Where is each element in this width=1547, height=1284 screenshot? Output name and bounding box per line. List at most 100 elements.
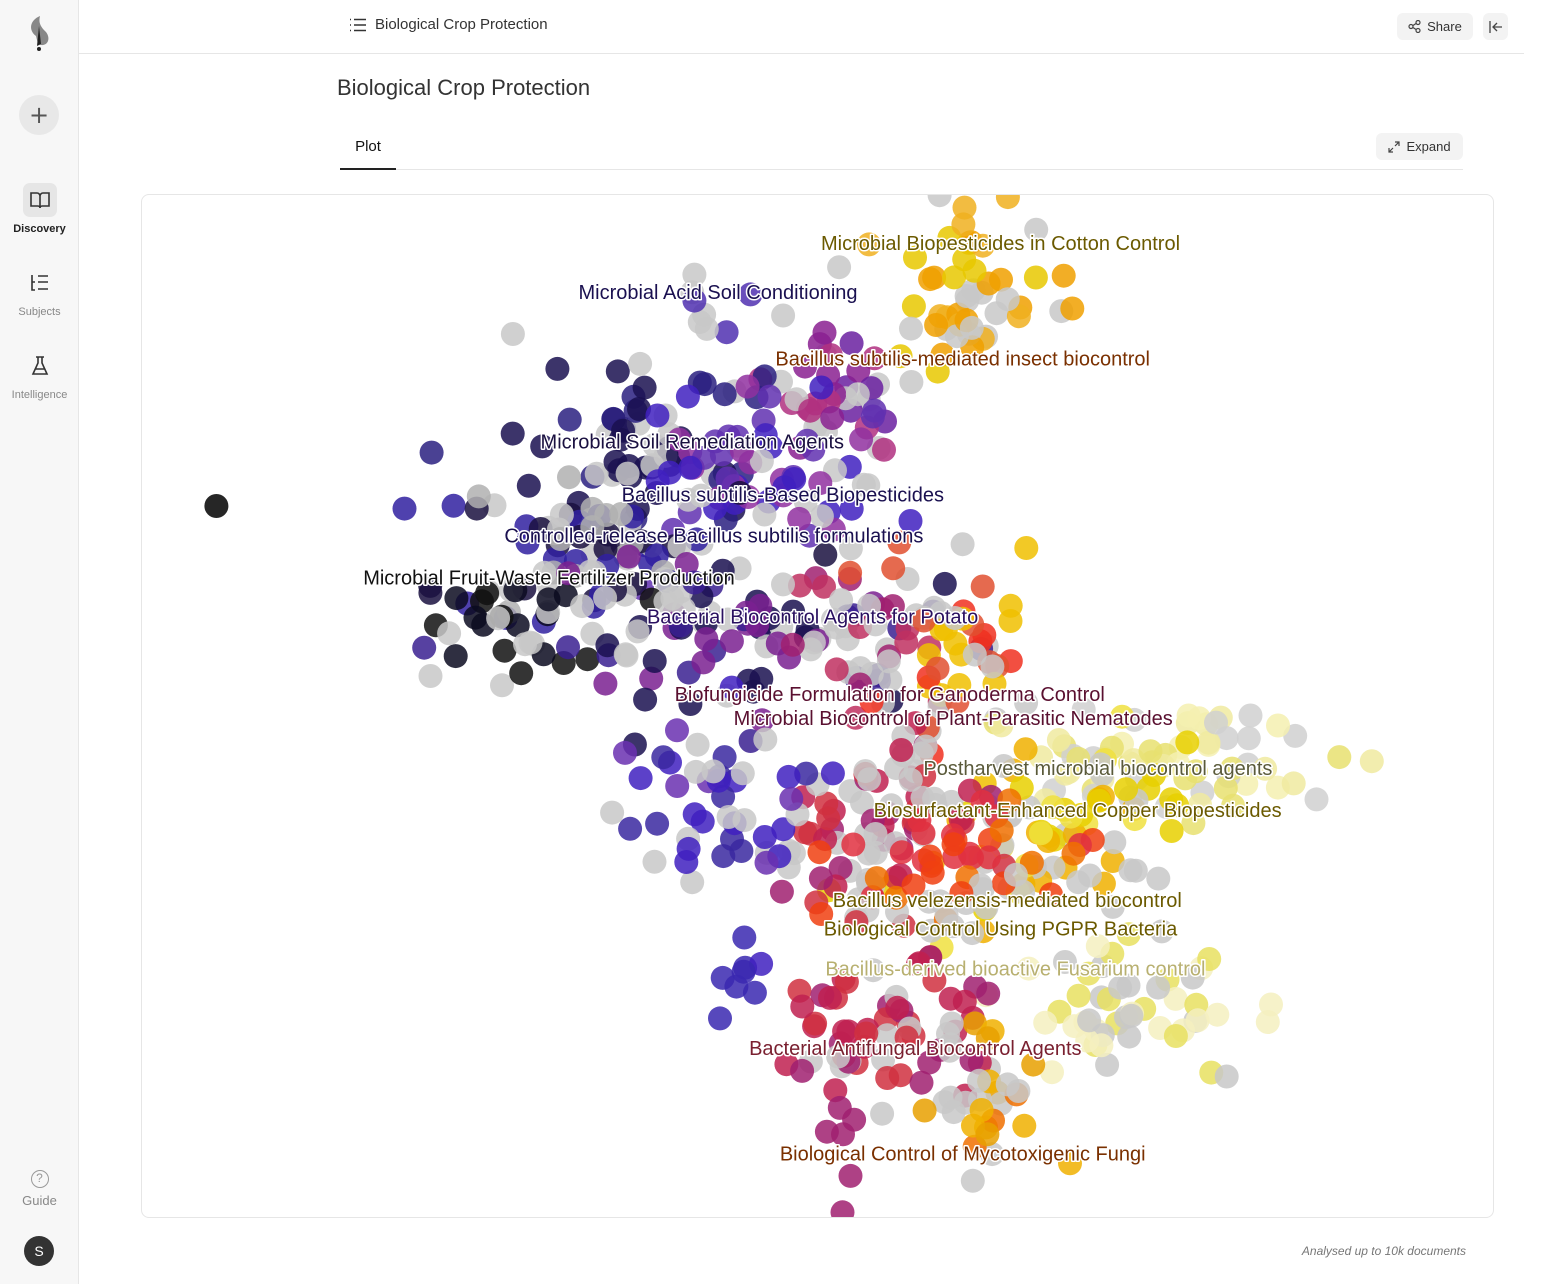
data-point[interactable]	[912, 1098, 937, 1123]
data-point[interactable]	[975, 1122, 1000, 1147]
data-point[interactable]	[959, 1048, 984, 1073]
data-point[interactable]	[682, 288, 707, 313]
share-button[interactable]: Share	[1397, 13, 1473, 40]
tab-plot[interactable]: Plot	[340, 133, 396, 170]
data-point[interactable]	[1060, 296, 1085, 321]
cluster-label[interactable]: Postharvest microbial biocontrol agents	[922, 756, 1274, 781]
data-point[interactable]	[952, 989, 977, 1014]
data-point[interactable]	[798, 398, 823, 423]
cluster-label[interactable]: Biological Control of Mycotoxigenic Fung…	[778, 1142, 1147, 1167]
data-point[interactable]	[821, 607, 845, 632]
data-point[interactable]	[861, 958, 886, 983]
data-point[interactable]	[907, 951, 932, 976]
data-point[interactable]	[1259, 992, 1283, 1017]
data-point[interactable]	[682, 262, 707, 287]
data-point[interactable]	[1013, 737, 1038, 762]
data-point[interactable]	[857, 232, 881, 257]
data-point[interactable]	[613, 642, 638, 667]
data-point[interactable]	[516, 473, 541, 498]
data-point[interactable]	[860, 404, 885, 429]
data-point[interactable]	[826, 1044, 851, 1069]
data-point[interactable]	[829, 588, 854, 613]
data-point[interactable]	[1122, 807, 1147, 832]
data-point[interactable]	[901, 294, 926, 319]
data-point-unlabeled[interactable]	[680, 870, 705, 895]
scatter-plot-svg[interactable]: Microbial Biopesticides in Cotton Contro…	[142, 195, 1494, 1218]
data-point[interactable]	[808, 866, 833, 891]
data-point[interactable]	[463, 605, 488, 630]
data-point[interactable]	[879, 793, 904, 818]
data-point[interactable]	[1108, 975, 1133, 1000]
data-point[interactable]	[942, 265, 967, 290]
data-point[interactable]	[843, 705, 868, 730]
data-point[interactable]	[441, 493, 466, 518]
data-point[interactable]	[863, 612, 888, 637]
data-point[interactable]	[809, 504, 834, 529]
data-point[interactable]	[937, 1038, 962, 1063]
data-point[interactable]	[1163, 986, 1188, 1011]
data-point[interactable]	[898, 509, 923, 533]
data-point[interactable]	[947, 673, 972, 697]
data-point[interactable]	[1281, 771, 1306, 796]
data-point-unlabeled[interactable]	[682, 802, 707, 827]
data-point[interactable]	[1236, 726, 1261, 751]
data-point-unlabeled[interactable]	[831, 1122, 855, 1147]
data-point[interactable]	[1046, 728, 1071, 752]
data-point[interactable]	[1185, 1008, 1210, 1033]
data-point[interactable]	[818, 985, 842, 1010]
data-point[interactable]	[950, 532, 975, 557]
cluster-label[interactable]: Controlled-release Bacillus subtilis for…	[503, 524, 925, 549]
data-point[interactable]	[962, 258, 987, 283]
data-point[interactable]	[824, 657, 849, 682]
data-point[interactable]	[916, 889, 941, 914]
data-point[interactable]	[594, 503, 619, 527]
data-point[interactable]	[500, 322, 525, 346]
data-point[interactable]	[486, 606, 511, 631]
data-point[interactable]	[808, 471, 833, 496]
data-point-unlabeled[interactable]	[600, 800, 625, 825]
data-point[interactable]	[809, 375, 834, 400]
data-point[interactable]	[922, 968, 947, 993]
data-point[interactable]	[1058, 804, 1083, 829]
data-point[interactable]	[995, 195, 1020, 210]
data-point[interactable]	[1159, 819, 1184, 843]
cluster-label[interactable]: Microbial Biopesticides in Cotton Contro…	[819, 232, 1181, 257]
data-point[interactable]	[925, 359, 950, 384]
data-point[interactable]	[870, 1101, 895, 1126]
data-point-unlabeled[interactable]	[716, 805, 741, 829]
data-point[interactable]	[899, 370, 924, 394]
data-point[interactable]	[857, 593, 882, 618]
data-point[interactable]	[1061, 841, 1086, 866]
data-point[interactable]	[795, 428, 820, 453]
data-point[interactable]	[1114, 777, 1138, 802]
data-point[interactable]	[570, 594, 595, 619]
data-point[interactable]	[949, 881, 974, 906]
data-point[interactable]	[1077, 1008, 1102, 1033]
data-point[interactable]	[995, 1072, 1020, 1097]
cluster-label[interactable]: Biosurfactant-Enhanced Copper Biopestici…	[872, 798, 1283, 823]
data-point[interactable]	[749, 666, 774, 691]
data-point[interactable]	[1039, 882, 1063, 907]
data-point[interactable]	[917, 1050, 942, 1075]
data-point[interactable]	[771, 572, 795, 597]
data-point[interactable]	[1040, 1060, 1064, 1085]
data-point-unlabeled[interactable]	[685, 732, 710, 757]
data-point[interactable]	[807, 840, 832, 865]
data-point-unlabeled[interactable]	[742, 980, 767, 1005]
data-point[interactable]	[735, 374, 760, 399]
data-point[interactable]	[1058, 1151, 1082, 1176]
data-point[interactable]	[611, 418, 636, 443]
data-point[interactable]	[952, 195, 977, 220]
data-point[interactable]	[991, 754, 1016, 778]
data-point[interactable]	[925, 656, 950, 681]
data-point[interactable]	[748, 593, 773, 618]
cluster-label[interactable]: Bacillus subtilis-Based Biopesticides	[620, 483, 945, 508]
scatter-plot[interactable]: Microbial Biopesticides in Cotton Contro…	[141, 194, 1494, 1218]
cluster-label[interactable]: Bacterial Biocontrol Agents for Potato	[645, 605, 979, 630]
data-point[interactable]	[1146, 866, 1171, 891]
data-point[interactable]	[903, 245, 927, 270]
data-point-unlabeled[interactable]	[665, 718, 689, 743]
data-point[interactable]	[500, 421, 525, 446]
data-point[interactable]	[809, 902, 834, 926]
data-point[interactable]	[1051, 263, 1076, 288]
